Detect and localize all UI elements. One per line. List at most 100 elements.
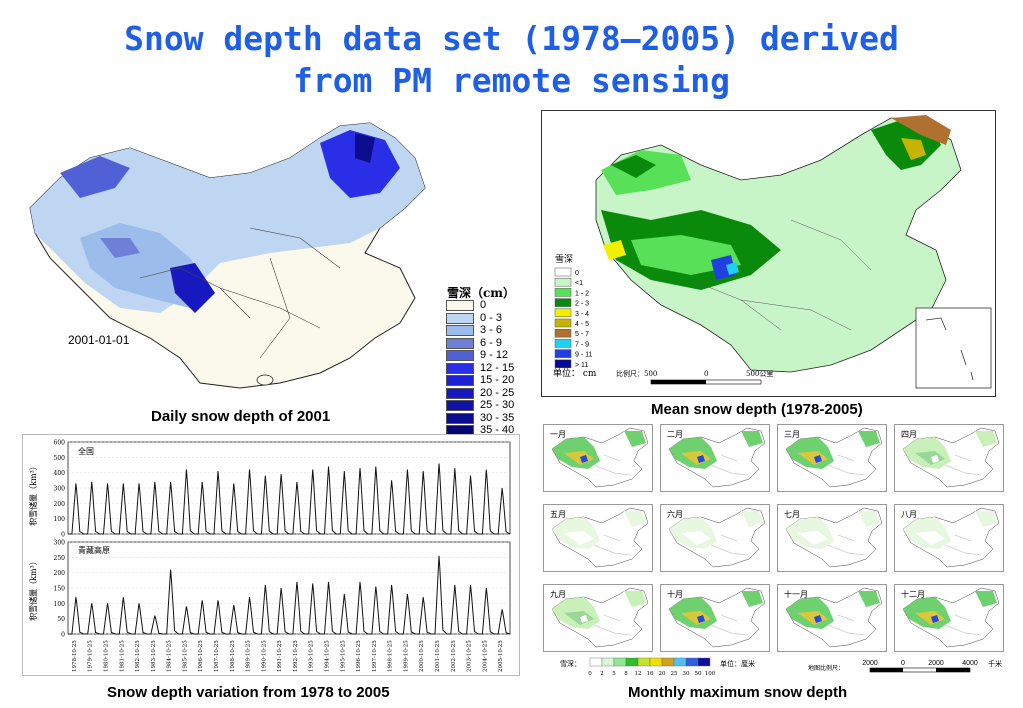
snow-depth-variation-chart: 积雪储量（km³） 积雪储量（km³） 全国 青藏高原 600500400300… <box>22 434 520 676</box>
monthly-legend-swatch <box>625 657 639 667</box>
monthly-map-shape <box>551 427 649 488</box>
monthly-map-thumbnail: 五月 <box>543 504 653 572</box>
bottom-panel-y-tick: 100 <box>54 601 66 608</box>
monthly-map-thumbnail: 九月 <box>543 584 653 652</box>
daily-legend-label: 0 - 3 <box>480 311 503 324</box>
x-tick-label: 1979-10-25 <box>88 640 94 672</box>
bottom-panel-y-tick: 300 <box>54 540 66 547</box>
mean-legend-title: 雪深 <box>555 254 573 265</box>
daily-legend-swatch <box>446 362 474 374</box>
monthly-map-label: 一月 <box>550 430 566 439</box>
x-tick-label: 1985-10-25 <box>182 640 188 672</box>
mean-legend-swatch <box>554 339 572 348</box>
daily-map-date: 2001-01-01 <box>68 333 130 347</box>
monthly-legend-swatch <box>697 657 711 667</box>
x-tick-label: 1983-10-25 <box>151 640 157 672</box>
daily-legend-label: 30 - 35 <box>480 411 515 424</box>
daily-legend-item: 25 - 30 <box>446 399 526 412</box>
title-line-2: from PM remote sensing <box>292 61 731 100</box>
monthly-map-label: 七月 <box>784 510 800 519</box>
monthly-map-thumbnail: 十二月 <box>894 584 1004 652</box>
monthly-legend-tick: 8 <box>624 671 628 677</box>
daily-map-caption: Daily snow depth of 2001 <box>151 408 331 425</box>
monthly-map-label: 二月 <box>667 430 683 439</box>
top-panel-label: 全国 <box>78 446 94 456</box>
monthly-legend-tick: 20 <box>659 671 666 677</box>
daily-legend-item: 0 <box>446 299 526 312</box>
bottom-panel-series-line <box>68 555 511 635</box>
monthly-map-label: 三月 <box>784 430 800 439</box>
monthly-map-label: 十月 <box>667 590 683 599</box>
mean-legend-label: 3 - 4 <box>575 311 589 318</box>
monthly-map-thumbnail: 八月 <box>894 504 1004 572</box>
monthly-legend-swatch <box>637 657 651 667</box>
monthly-map-shape <box>551 587 649 648</box>
monthly-map-label: 十二月 <box>901 590 925 599</box>
monthly-scale-tick: 2000 <box>862 660 878 667</box>
monthly-scale-tick: 0 <box>901 660 905 667</box>
daily-legend-swatch <box>446 337 474 349</box>
x-tick-label: 1988-10-25 <box>230 640 236 672</box>
monthly-legend-tick: 30 <box>683 671 690 677</box>
x-tick-label: 1987-10-25 <box>214 640 220 672</box>
monthly-legend-tick: 50 <box>695 671 702 677</box>
daily-legend-label: 3 - 6 <box>480 324 503 336</box>
monthly-map-shape <box>902 507 1000 568</box>
daily-legend-swatch <box>446 312 474 324</box>
x-tick-label: 1986-10-25 <box>198 640 204 672</box>
bottom-panel-y-tick: 250 <box>54 555 66 562</box>
x-tick-label: 1990-10-25 <box>261 640 267 672</box>
mean-legend-label: 1 - 2 <box>575 290 589 297</box>
monthly-map-thumbnail: 一月 <box>543 424 653 492</box>
mean-map-caption: Mean snow depth (1978-2005) <box>651 401 863 418</box>
monthly-map-label: 五月 <box>550 510 566 519</box>
monthly-map-thumbnail: 七月 <box>777 504 887 572</box>
mean-legend-swatch <box>554 298 572 307</box>
monthly-scale-tick: 2000 <box>928 660 944 667</box>
monthly-map-label: 九月 <box>550 590 566 599</box>
mean-legend-swatch <box>554 328 572 338</box>
mean-legend-label: 2 - 3 <box>575 301 589 308</box>
mean-scale-mid: 0 <box>704 370 708 378</box>
daily-legend-item: 3 - 6 <box>446 324 526 337</box>
mean-scale-end: 500公里 <box>746 370 773 378</box>
mean-unit-label: 单位： cm <box>553 367 597 379</box>
monthly-map-thumbnail: 四月 <box>894 424 1004 492</box>
monthly-map-label: 八月 <box>901 510 917 519</box>
monthly-legend-tick: 16 <box>647 671 654 677</box>
monthly-map-thumbnail: 三月 <box>777 424 887 492</box>
top-panel-y-tick: 600 <box>54 440 66 447</box>
x-tick-label: 1978-10-25 <box>72 640 78 672</box>
monthly-map-shape <box>785 427 883 488</box>
bottom-panel-label: 青藏高原 <box>78 545 110 555</box>
daily-legend-label: 9 - 12 <box>480 349 509 361</box>
mean-legend-swatch <box>554 318 572 328</box>
x-tick-label: 1994-10-25 <box>324 640 330 672</box>
monthly-legend-swatch <box>685 657 699 667</box>
top-panel-y-tick: 200 <box>54 501 66 508</box>
mean-snow-depth-map: 雪深 0 <1 1 - 2 2 - 3 3 - 4 4 - 5 5 - 7 7 - 9 9 - … <box>541 110 996 397</box>
monthly-legend-swatch <box>613 657 627 667</box>
top-panel-y-tick: 100 <box>54 516 66 523</box>
daily-legend-swatch <box>446 387 474 399</box>
daily-legend-swatch <box>446 400 474 411</box>
variation-ylabel-bottom: 积雪储量（km³） <box>28 557 38 621</box>
x-tick-label: 1992-10-25 <box>293 640 299 672</box>
mean-legend-swatch <box>554 277 572 287</box>
daily-legend-label: 12 - 15 <box>480 361 515 374</box>
daily-legend-item: 6 - 9 <box>446 337 526 350</box>
monthly-legend: 雪深： 0 2 5 8 12 16 20 25 30 50 100 单位：厘米 地图比例尺： 200… <box>560 657 1002 677</box>
variation-ylabel-top: 积雪储量（km³） <box>28 462 38 526</box>
top-panel-y-tick: 500 <box>54 455 66 462</box>
monthly-scale-fill <box>936 668 970 672</box>
x-tick-label: 1996-10-25 <box>356 640 362 672</box>
monthly-legend-unit: 单位：厘米 <box>720 659 755 668</box>
daily-legend-swatch <box>446 300 474 311</box>
mean-scale-label: 比例尺：500 <box>616 369 657 378</box>
mean-legend-swatch <box>554 359 572 369</box>
monthly-legend-tick: 25 <box>671 671 678 677</box>
daily-legend-label: 0 <box>480 299 487 311</box>
monthly-legend-tick: 12 <box>635 671 642 677</box>
daily-legend-label: 15 - 20 <box>480 374 515 386</box>
slide-title: Snow depth data set (1978—2005) derived … <box>0 18 1023 102</box>
